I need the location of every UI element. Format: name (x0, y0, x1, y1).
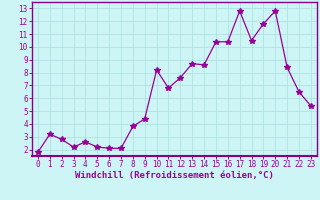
X-axis label: Windchill (Refroidissement éolien,°C): Windchill (Refroidissement éolien,°C) (75, 171, 274, 180)
